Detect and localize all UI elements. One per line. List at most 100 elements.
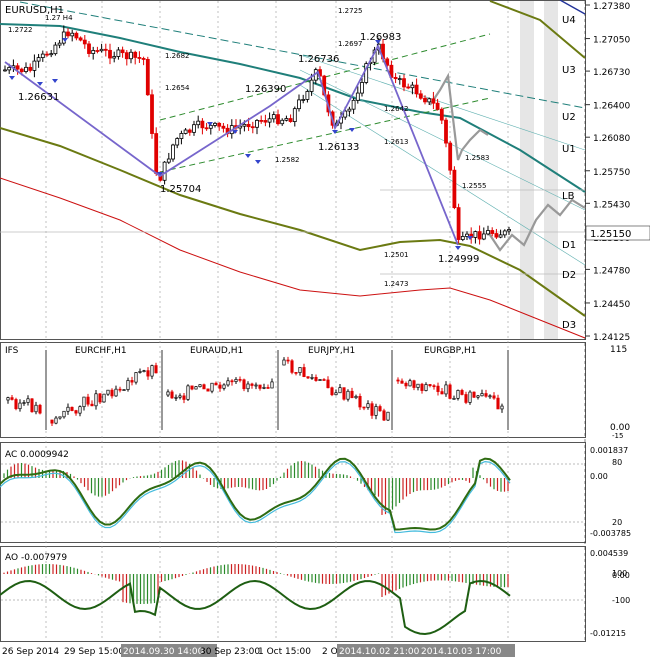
candle-body	[292, 108, 297, 122]
ac-axis: 0.001837 80 0.00 20 -0.003785	[590, 446, 631, 538]
candle-body	[45, 53, 49, 56]
ifs-candle-body	[230, 380, 234, 383]
candle-body	[129, 51, 133, 60]
ifs-candle-body	[370, 403, 374, 416]
ifs-candle-body	[298, 367, 302, 374]
zigzag-line	[4, 43, 459, 246]
ifs-candle-body	[326, 379, 330, 389]
ifs-instrument-label: EURGBP,H1	[424, 346, 476, 356]
candle-body	[267, 118, 272, 123]
candle-body	[217, 122, 222, 127]
zigzag-label: 1.26631	[18, 92, 59, 103]
ifs-candle-body	[412, 380, 416, 388]
candle-body	[343, 110, 348, 118]
price-tick-label: 1.26400	[593, 102, 630, 112]
ifs-axis-label: 0.00	[610, 423, 630, 433]
ao-axis-label: -100	[612, 596, 630, 605]
candle-body	[166, 158, 171, 163]
fractal-marker	[349, 128, 355, 132]
ifs-candle-body	[90, 403, 94, 407]
level-value-label: 1.2682	[165, 52, 190, 60]
level-value-label: 1.2582	[275, 156, 300, 164]
time-axis-label: 2014.10.03 17:00	[421, 647, 502, 657]
ifs-candle-body	[22, 402, 26, 404]
candle-body	[112, 56, 117, 59]
ifs-candle-body	[492, 395, 496, 399]
ifs-candle-body	[26, 398, 30, 403]
ifs-instrument-label: EURCHF,H1	[75, 346, 127, 356]
ifs-candle-body	[186, 385, 190, 400]
fan-line-2	[299, 69, 586, 211]
fractal-marker	[37, 82, 43, 86]
candle-body	[414, 84, 419, 95]
level-label: U4	[562, 15, 576, 26]
ifs-candle-body	[342, 387, 346, 400]
candle-body	[7, 67, 12, 71]
olive-ma-line	[0, 127, 586, 317]
level-value-label: 1.2613	[384, 138, 409, 146]
ao-axis-label: 100	[612, 569, 627, 578]
ifs-candle-body	[18, 402, 22, 410]
candle-body	[91, 50, 96, 54]
candle-body	[301, 99, 306, 101]
ac-axis-label: -0.003785	[590, 529, 631, 538]
price-tick-label: 1.27380	[593, 2, 630, 12]
level-label: U2	[562, 112, 576, 123]
ao-axis-label: 0.004539	[590, 549, 628, 558]
candle-body	[183, 129, 188, 134]
fractal-marker	[62, 38, 68, 42]
candle-body	[460, 236, 465, 240]
ifs-candle-body	[194, 386, 198, 390]
current-price-box	[585, 225, 650, 241]
candle-body	[57, 42, 62, 46]
candle-body	[284, 118, 289, 121]
ifs-candle-body	[94, 393, 98, 407]
candle-body	[507, 229, 511, 232]
candle-body	[171, 144, 175, 160]
candle-body	[288, 118, 293, 122]
fractal-marker	[245, 154, 251, 158]
ifs-candle-body	[134, 372, 138, 383]
candle-body	[347, 108, 352, 112]
ifs-candle-body	[290, 360, 294, 373]
zigzag	[4, 43, 459, 246]
candle-body	[418, 93, 423, 99]
ifs-candle-body	[58, 416, 62, 419]
blue-line	[559, 0, 586, 15]
ifs-candle-body	[146, 370, 150, 377]
candle-body	[74, 32, 79, 39]
candle-body	[162, 161, 167, 181]
time-axis-box	[337, 644, 433, 657]
zigzag-label: 1.26736	[298, 54, 339, 65]
price-axis: 1.27380 1.27050 1.26730 1.26400 1.26080 1.257…	[585, 2, 630, 343]
ifs-candle-body	[174, 396, 178, 399]
ac-axis-label: 0.00	[590, 472, 608, 481]
candle-body	[32, 60, 37, 71]
ifs-candle-body	[250, 383, 254, 386]
candle-body	[49, 53, 54, 56]
ao-title: AO -0.007979	[5, 553, 67, 563]
ifs-candle-body	[428, 384, 432, 387]
candle-body	[242, 123, 247, 127]
candle-body	[410, 84, 415, 89]
level-value-label: 1.2583	[465, 154, 490, 162]
candle-body	[406, 86, 411, 89]
time-axis-label: 30 Sep 23:00	[200, 647, 260, 657]
vertical-grid	[45, 1, 586, 640]
ifs-candle-body	[226, 380, 230, 386]
candle-body	[15, 65, 20, 70]
ifs-candle-body	[354, 395, 358, 399]
level-label: D2	[562, 270, 576, 281]
candle-body	[444, 119, 448, 144]
fractal-marker	[207, 122, 213, 126]
ao-axis-label: -0.01215	[590, 629, 626, 638]
candle-body	[175, 138, 180, 146]
candle-body	[204, 127, 209, 130]
candle-body	[141, 58, 146, 60]
ifs-candle-body	[254, 384, 258, 387]
ac-axis-label: 0.001837	[590, 446, 628, 455]
ifs-candle-body	[476, 395, 480, 398]
candle-body	[498, 234, 503, 238]
candle-body	[385, 58, 390, 66]
